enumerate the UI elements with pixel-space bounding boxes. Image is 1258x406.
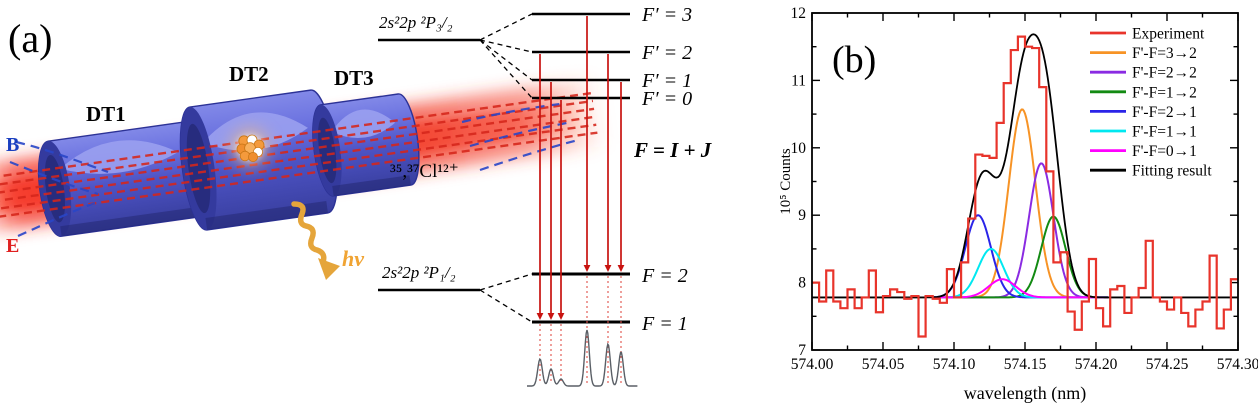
energy-level-diagram: F′ = 3 F′ = 2 F′ = 1F′ = 0 F = 2 F = 1 xyxy=(378,4,692,387)
transition-arrowhead xyxy=(617,265,625,272)
panel-b-chart: 574.00 574.05 574.10 574.15 574.20 574.25 574.… xyxy=(780,5,1258,404)
x-tick-label: 574.15 xyxy=(1004,356,1047,373)
x-axis-title: wavelength (nm) xyxy=(964,383,1086,404)
ion-species-label: ³⁵,³⁷Cl¹²⁺ xyxy=(390,161,459,182)
hf-level-label: F′ = 1 xyxy=(641,70,692,92)
splitting-connector xyxy=(479,289,533,323)
e-field-label: E xyxy=(6,235,19,257)
dt1-label: DT1 xyxy=(86,102,126,126)
y-axis-title: 10⁵ Counts xyxy=(780,148,794,215)
photon-arrow xyxy=(291,201,340,280)
y-tick-label: 12 xyxy=(791,5,807,22)
hf-level-label: F′ = 2 xyxy=(641,42,692,64)
drift-tube-3 xyxy=(312,93,420,197)
x-tick-label: 574.25 xyxy=(1146,356,1189,373)
legend-entry-label: F'-F=2→1 xyxy=(1132,104,1197,121)
upper-term-label: 2s²2p ²P₃/₂ xyxy=(379,13,453,32)
legend-entry-label: F'-F=1→1 xyxy=(1132,124,1197,141)
coupling-formula: F = I + J xyxy=(633,138,713,162)
hf-level-label: F = 1 xyxy=(641,313,688,335)
transition-arrowhead xyxy=(583,265,591,272)
drift-tube-2 xyxy=(179,89,339,231)
b-field-label: B xyxy=(6,134,19,156)
photon-hv-label: hν xyxy=(342,246,364,271)
dt3-label: DT3 xyxy=(334,66,374,90)
splitting-connector xyxy=(479,273,533,291)
nucleus-cluster xyxy=(230,128,270,168)
y-tick-label: 11 xyxy=(791,72,806,89)
x-tick-label: 574.00 xyxy=(791,356,834,373)
transition-arrowhead xyxy=(557,313,565,320)
legend-entry-label: F'-F=0→1 xyxy=(1132,143,1197,160)
transition-arrowhead xyxy=(604,265,612,272)
legend-entry-label: Experiment xyxy=(1132,26,1205,43)
splitting-connector xyxy=(479,39,533,99)
x-tick-label: 574.10 xyxy=(933,356,976,373)
panel-a-label: (a) xyxy=(8,16,52,61)
plot-area xyxy=(812,33,1238,338)
legend-entry-label: F'-F=2→2 xyxy=(1132,65,1197,82)
x-tick-label: 574.30 xyxy=(1217,356,1258,373)
legend-entry-label: Fitting result xyxy=(1132,163,1212,180)
dt2-label: DT2 xyxy=(229,62,269,86)
y-tick-label: 8 xyxy=(798,275,806,292)
lower-term-label: 2s²2p ²P₁/₂ xyxy=(382,263,456,282)
mini-spectrum-curve xyxy=(527,329,638,387)
y-tick-label: 9 xyxy=(798,207,806,224)
histogram-experiment xyxy=(812,35,1238,338)
x-tick-label: 574.05 xyxy=(862,356,905,373)
hf-level-label: F = 2 xyxy=(641,265,688,287)
hf-level-label: F′ = 0 xyxy=(641,88,692,110)
plot-frame xyxy=(811,12,1239,351)
hf-level-label: F′ = 3 xyxy=(641,4,692,26)
legend-entry-label: F'-F=1→2 xyxy=(1132,84,1197,101)
transition-arrowhead xyxy=(547,313,555,320)
splitting-connector xyxy=(479,13,533,41)
x-tick-label: 574.20 xyxy=(1075,356,1118,373)
panel-a-diagram: (a) DT1 DT2 DT3 B E hν ³⁵,³⁷Cl¹²⁺ 2s²2p … xyxy=(0,4,713,387)
splitting-connector xyxy=(479,39,533,81)
legend-entry-label: F'-F=3→2 xyxy=(1132,45,1197,62)
component-curve-6 xyxy=(934,278,1108,299)
transition-arrowhead xyxy=(536,313,544,320)
beamline-group xyxy=(0,77,610,237)
y-tick-label: 10 xyxy=(791,140,807,157)
y-tick-label: 7 xyxy=(798,342,806,359)
panel-b-label: (b) xyxy=(832,39,876,81)
legend: Experiment F'-F=3→2 F'-F=2→2 F'-F=1→2 F'-F=2… xyxy=(1090,26,1212,180)
